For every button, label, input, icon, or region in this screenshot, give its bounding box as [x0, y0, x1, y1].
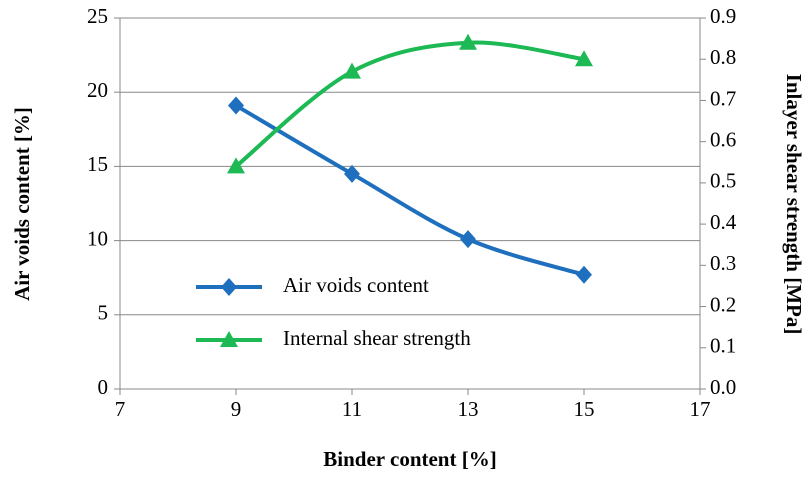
y-axis-title: Air voids content [%]	[10, 107, 34, 301]
marker	[459, 33, 477, 50]
series-line	[234, 103, 585, 277]
y2-axis-title: Inlayer shear strength [MPa]	[782, 74, 806, 335]
x-tick-label: 11	[342, 397, 362, 421]
series-line	[234, 40, 585, 168]
x-tick-label: 9	[231, 397, 242, 421]
x-axis-title: Binder content [%]	[323, 447, 496, 471]
marker	[575, 50, 593, 67]
x-tick-label: 7	[115, 397, 126, 421]
y-tick-label: 20	[87, 78, 108, 102]
y2-tick-label: 0.2	[710, 292, 736, 316]
marker	[460, 230, 476, 249]
legend-label: Air voids content	[283, 273, 429, 297]
y-tick-label: 5	[98, 301, 109, 325]
legend-marker	[221, 278, 237, 296]
y2-tick-label: 0.4	[710, 210, 737, 234]
marker	[576, 265, 592, 284]
marker	[344, 164, 360, 183]
y2-tick-label: 0.0	[710, 375, 736, 399]
y-tick-label: 25	[87, 4, 108, 28]
y-tick-label: 10	[87, 226, 108, 250]
marker	[228, 96, 244, 115]
x-tick-label: 17	[690, 397, 711, 421]
legend-marker	[220, 331, 238, 347]
y2-tick-label: 0.9	[710, 4, 736, 28]
x-tick-label: 15	[574, 397, 595, 421]
marker	[227, 157, 245, 174]
y2-tick-label: 0.6	[710, 127, 736, 151]
marker	[343, 62, 361, 79]
y2-tick-label: 0.8	[710, 45, 736, 69]
y2-tick-label: 0.1	[710, 334, 736, 358]
x-tick-label: 13	[458, 397, 479, 421]
y2-tick-label: 0.7	[710, 86, 736, 110]
y-tick-label: 0	[98, 375, 109, 399]
legend-label: Internal shear strength	[283, 326, 471, 350]
y2-tick-label: 0.3	[710, 251, 736, 275]
y2-tick-label: 0.5	[710, 169, 736, 193]
y-tick-label: 15	[87, 152, 108, 176]
